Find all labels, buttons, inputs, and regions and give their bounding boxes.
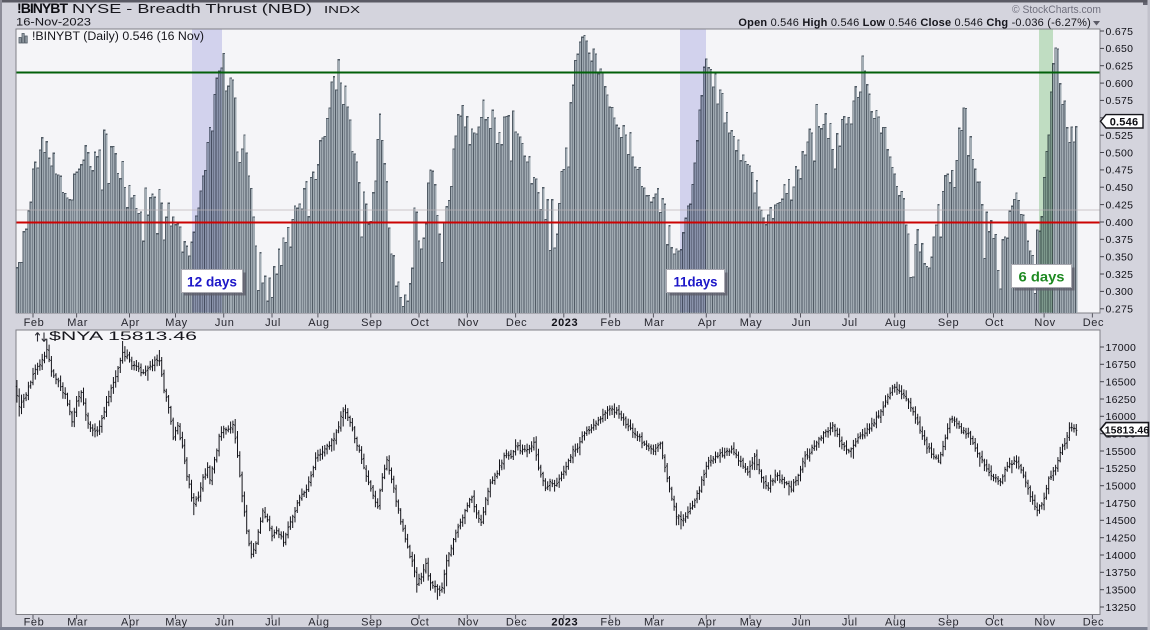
svg-text:Sep: Sep (938, 617, 959, 629)
svg-text:May: May (165, 617, 188, 629)
svg-text:Jul: Jul (265, 617, 281, 629)
svg-text:Dec: Dec (506, 317, 527, 329)
svg-text:11days: 11days (674, 275, 718, 290)
svg-text:Mar: Mar (644, 617, 665, 629)
svg-text:15250: 15250 (1106, 463, 1137, 475)
svg-text:2023: 2023 (551, 317, 578, 329)
svg-text:Sep: Sep (938, 317, 959, 329)
svg-text:6 days: 6 days (1019, 270, 1065, 285)
svg-text:15500: 15500 (1106, 446, 1137, 458)
svg-text:Mar: Mar (644, 317, 665, 329)
svg-text:Aug: Aug (885, 317, 906, 329)
svg-text:0.525: 0.525 (1106, 130, 1134, 142)
svg-text:Feb: Feb (24, 617, 45, 629)
svg-text:0.600: 0.600 (1106, 78, 1134, 90)
svg-text:12 days: 12 days (187, 275, 237, 290)
svg-text:NYSE - Breadth Thrust (NBD): NYSE - Breadth Thrust (NBD) (72, 1, 312, 16)
svg-text:Apr: Apr (698, 617, 717, 629)
svg-text:0.475: 0.475 (1106, 165, 1134, 177)
svg-text:16750: 16750 (1106, 359, 1137, 371)
svg-text:0.546: 0.546 (1110, 117, 1139, 129)
svg-text:0.275: 0.275 (1106, 304, 1134, 316)
svg-text:0.350: 0.350 (1106, 252, 1134, 264)
svg-text:0.650: 0.650 (1106, 43, 1134, 55)
svg-text:Jun: Jun (792, 317, 812, 329)
svg-text:Jun: Jun (792, 617, 812, 629)
svg-text:15813.46: 15813.46 (1105, 424, 1150, 436)
svg-text:Sep: Sep (361, 317, 382, 329)
svg-text:Nov: Nov (1034, 617, 1055, 629)
svg-text:Jun: Jun (215, 317, 235, 329)
svg-text:Oct: Oct (411, 317, 430, 329)
svg-text:Jun: Jun (215, 617, 235, 629)
svg-text:May: May (740, 617, 763, 629)
svg-text:© StockCharts.com: © StockCharts.com (1012, 4, 1101, 16)
svg-text:Sep: Sep (361, 617, 382, 629)
svg-text:0.450: 0.450 (1106, 182, 1134, 194)
svg-text:Nov: Nov (1034, 317, 1055, 329)
svg-text:Apr: Apr (121, 617, 140, 629)
svg-text:13750: 13750 (1106, 567, 1137, 579)
svg-text:0.425: 0.425 (1106, 199, 1134, 211)
svg-text:2023: 2023 (551, 617, 578, 629)
svg-text:0.500: 0.500 (1106, 147, 1134, 159)
svg-text:Oct: Oct (985, 317, 1004, 329)
svg-text:Mar: Mar (67, 617, 88, 629)
svg-text:14500: 14500 (1106, 515, 1137, 527)
svg-text:Feb: Feb (600, 317, 621, 329)
svg-text:Jul: Jul (842, 317, 858, 329)
svg-text:Feb: Feb (24, 317, 45, 329)
svg-text:14250: 14250 (1106, 533, 1137, 545)
svg-text:Dec: Dec (1083, 317, 1104, 329)
svg-text:Oct: Oct (985, 617, 1004, 629)
svg-text:0.375: 0.375 (1106, 234, 1134, 246)
svg-text:0.575: 0.575 (1106, 95, 1134, 107)
svg-text:16-Nov-2023: 16-Nov-2023 (16, 17, 91, 29)
svg-text:0.300: 0.300 (1106, 286, 1134, 298)
svg-text:0.675: 0.675 (1106, 26, 1134, 38)
svg-text:Aug: Aug (885, 617, 906, 629)
svg-text:14000: 14000 (1106, 550, 1137, 562)
svg-text:Aug: Aug (308, 317, 329, 329)
svg-text:Apr: Apr (698, 317, 717, 329)
svg-text:Open 0.546 High 0.546 Low 0.54: Open 0.546 High 0.546 Low 0.546 Close 0.… (738, 17, 1091, 29)
svg-text:16000: 16000 (1106, 411, 1137, 423)
svg-text:17000: 17000 (1106, 342, 1137, 354)
svg-text:Nov: Nov (458, 317, 479, 329)
svg-text:$NYA 15813.46: $NYA 15813.46 (49, 331, 197, 343)
svg-text:15000: 15000 (1106, 481, 1137, 493)
svg-text:Mar: Mar (67, 317, 88, 329)
svg-text:0.325: 0.325 (1106, 269, 1134, 281)
svg-text:!BINYBT: !BINYBT (17, 0, 68, 16)
svg-text:Aug: Aug (308, 617, 329, 629)
svg-text:Apr: Apr (121, 317, 140, 329)
svg-text:0.625: 0.625 (1106, 61, 1134, 73)
svg-text:May: May (740, 317, 763, 329)
svg-text:Jul: Jul (842, 617, 858, 629)
svg-text:Jul: Jul (265, 317, 281, 329)
svg-text:Oct: Oct (411, 617, 430, 629)
svg-text:May: May (165, 317, 188, 329)
svg-text:Feb: Feb (600, 617, 621, 629)
svg-text:Dec: Dec (1083, 617, 1104, 629)
svg-text:0.400: 0.400 (1106, 217, 1134, 229)
svg-text:16500: 16500 (1106, 377, 1137, 389)
svg-text:13500: 13500 (1106, 585, 1137, 597)
svg-text:!BINYBT (Daily) 0.546 (16 Nov): !BINYBT (Daily) 0.546 (16 Nov) (32, 31, 204, 43)
svg-text:INDX: INDX (324, 4, 360, 16)
svg-text:Nov: Nov (458, 617, 479, 629)
svg-text:14750: 14750 (1106, 498, 1137, 510)
svg-text:16250: 16250 (1106, 394, 1137, 406)
svg-text:Dec: Dec (506, 617, 527, 629)
svg-text:13250: 13250 (1106, 602, 1137, 614)
